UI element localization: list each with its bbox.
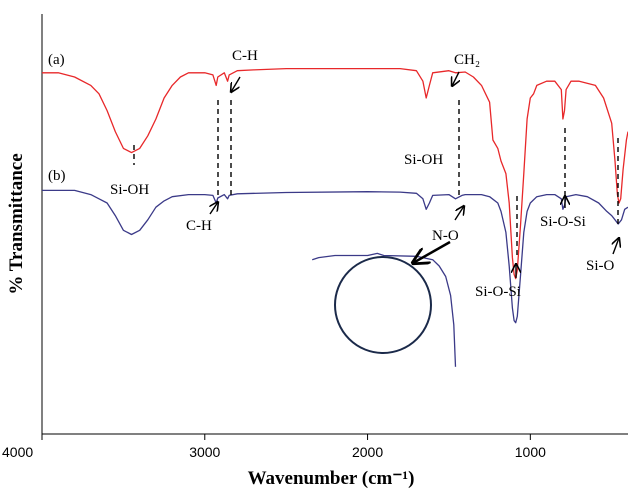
series-label-b: (b) xyxy=(48,168,66,184)
label-sioh-mid: Si-OH xyxy=(404,152,443,168)
arrow-ch-bottom xyxy=(210,202,218,215)
label-ch-top: C-H xyxy=(232,48,258,64)
arrow-no xyxy=(454,206,464,221)
x-tick-label: 1000 xyxy=(515,444,546,460)
label-sioh-left: Si-OH xyxy=(110,182,149,198)
label-sios-mid: Si-O-Si xyxy=(540,214,586,230)
x-tick-label: 4000 xyxy=(2,444,33,460)
x-tick-label: 2000 xyxy=(352,444,383,460)
arrow-ch-top xyxy=(231,76,241,92)
arrow-ch2 xyxy=(452,71,459,86)
series-line-a xyxy=(42,67,628,280)
inset-circle xyxy=(334,256,432,354)
x-tick-label: 3000 xyxy=(189,444,220,460)
annotation-arrows xyxy=(210,71,619,278)
label-sio: Si-O xyxy=(586,258,615,274)
x-ticks: 4000 3000 2000 1000 xyxy=(2,434,546,460)
arrow-sio xyxy=(613,238,619,255)
label-ch2: CH₂ xyxy=(454,52,480,68)
label-no: N-O xyxy=(432,228,459,244)
inset-arrow xyxy=(413,240,451,263)
series-label-a: (a) xyxy=(48,52,65,68)
series-line-inset xyxy=(312,252,457,367)
x-axis-title: Wavenumber (cm⁻¹) xyxy=(248,468,415,489)
label-ch-bottom: C-H xyxy=(186,218,212,234)
label-sios-low: Si-O-Si xyxy=(475,284,521,300)
guide-lines xyxy=(133,100,619,258)
y-axis-title: % Transmittance xyxy=(6,153,27,294)
